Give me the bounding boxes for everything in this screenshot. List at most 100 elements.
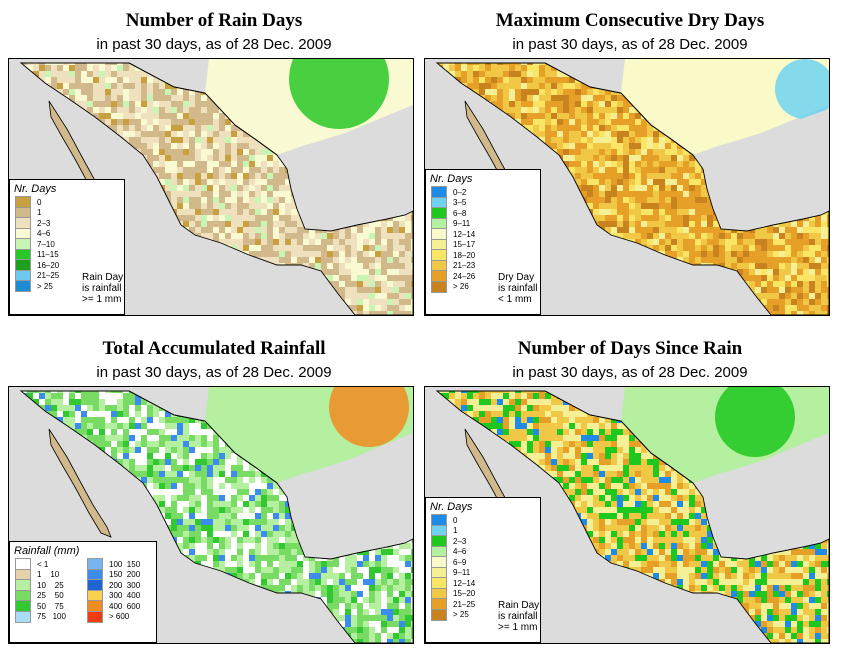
panel-title: Maximum Consecutive Dry Days: [495, 10, 765, 31]
legend-swatch: [87, 610, 103, 623]
legend-label: 10 25: [37, 580, 64, 590]
gulf-of-mexico: [693, 109, 829, 231]
panel-title: Number of Days Since Rain: [517, 338, 743, 359]
legend-item: > 25: [10, 280, 124, 293]
legend-label: 300 400: [109, 591, 141, 601]
legend-label: 400 600: [109, 601, 141, 611]
legend-swatch: [431, 280, 447, 293]
panel-days-since-rain: Number of Days Since Rain in past 30 day…: [424, 328, 836, 648]
legend-note: Dry Day is rainfall < 1 mm: [498, 272, 537, 305]
note-line: Rain Day: [498, 600, 540, 611]
legend-item: 400 600: [82, 600, 154, 613]
region-highlight: [329, 387, 409, 447]
legend-label: 200 300: [109, 580, 141, 590]
gulf-of-mexico: [277, 437, 413, 559]
legend-swatch: [15, 610, 31, 623]
legend-rain-days: Nr. Days 0 1 2–3 4–6 7–10 11–15 16–20 21–25 > 25…: [9, 179, 125, 315]
us-border: [21, 62, 278, 156]
legend-label: 0: [37, 197, 42, 207]
legend-swatch: [431, 608, 447, 621]
legend-label: 1 10: [37, 570, 60, 580]
note-line: < 1 mm: [498, 294, 532, 305]
legend-label: 12–14: [453, 578, 476, 588]
gulf-of-mexico: [693, 437, 829, 559]
legend-label: 0: [453, 515, 458, 525]
legend-title: Nr. Days: [14, 183, 57, 195]
legend-label: 9–11: [453, 219, 471, 229]
legend-label: 15–20: [453, 589, 476, 599]
legend-label: > 600: [109, 612, 130, 622]
panel-title: Total Accumulated Rainfall: [102, 338, 326, 359]
legend-label: > 25: [37, 281, 53, 291]
legend-item: > 600: [82, 610, 154, 623]
legend-label: 9–11: [453, 568, 471, 578]
note-line: is rainfall: [498, 611, 538, 622]
gulf-of-mexico: [277, 109, 413, 231]
legend-label: 21–25: [453, 599, 476, 609]
legend-note: Rain Day is rainfall >= 1 mm: [82, 272, 123, 305]
panel-subtitle: in past 30 days, as of 28 Dec. 2009: [512, 364, 748, 381]
region-highlight: [715, 387, 795, 457]
legend-label: 12–14: [453, 229, 476, 239]
note-line: is rainfall: [82, 283, 122, 294]
legend-label: > 26: [453, 282, 469, 292]
note-line: >= 1 mm: [498, 622, 538, 633]
legend-label: 16–20: [37, 260, 60, 270]
legend-label: 21–25: [37, 271, 60, 281]
panel-subtitle: in past 30 days, as of 28 Dec. 2009: [512, 36, 748, 53]
legend-label: 4–6: [453, 547, 467, 557]
region-highlight: [289, 59, 389, 129]
legend-label: 11–15: [37, 250, 59, 260]
legend-item: > 26: [426, 280, 540, 293]
panel-dry-days: Maximum Consecutive Dry Days in past 30 …: [424, 0, 836, 320]
legend-item: > 25: [426, 608, 540, 621]
legend-label: 18–20: [453, 250, 476, 260]
us-border: [437, 62, 694, 156]
legend-label: 7–10: [37, 239, 55, 249]
legend-label: 2–3: [453, 536, 467, 546]
legend-label: 50 75: [37, 601, 64, 611]
legend-label: 2–3: [37, 218, 51, 228]
legend-title: Rainfall (mm): [14, 545, 80, 557]
legend-label: 0–2: [453, 187, 467, 197]
legend-label: 3–5: [453, 198, 467, 208]
legend-note: Rain Day is rainfall >= 1 mm: [498, 600, 539, 633]
legend-label: 1: [453, 526, 458, 536]
panel-subtitle: in past 30 days, as of 28 Dec. 2009: [96, 36, 332, 53]
legend-label: 6–9: [453, 557, 467, 567]
region-highlight: [775, 59, 829, 119]
panel-total-rainfall: Total Accumulated Rainfall in past 30 da…: [8, 328, 420, 648]
legend-label: 4–6: [37, 229, 51, 239]
us-border: [437, 390, 694, 484]
note-line: is rainfall: [498, 283, 538, 294]
note-line: >= 1 mm: [82, 294, 122, 305]
legend-label: 1: [37, 208, 42, 218]
baja-peninsula: [48, 428, 112, 538]
panel-title: Number of Rain Days: [125, 10, 303, 31]
legend-label: 100 150: [109, 559, 141, 569]
legend-label: 75 100: [37, 612, 66, 622]
legend-item: 1 10: [10, 568, 82, 581]
legend-title: Nr. Days: [430, 501, 473, 513]
legend-label: < 1: [37, 559, 49, 569]
legend-label: 25 50: [37, 591, 64, 601]
legend-label: 6–8: [453, 208, 467, 218]
panel-rain-days: Number of Rain Days in past 30 days, as …: [8, 0, 420, 320]
legend-label: 15–17: [453, 240, 476, 250]
note-line: Rain Day: [82, 272, 124, 283]
legend-item: 0: [10, 196, 124, 209]
legend-title: Nr. Days: [430, 173, 473, 185]
legend-days-since-rain: Nr. Days 0 1 2–3 4–6 6–9 9–11 12–14 15–20 21–25 >…: [425, 497, 541, 643]
legend-label: 21–23: [453, 261, 476, 271]
panel-subtitle: in past 30 days, as of 28 Dec. 2009: [96, 364, 332, 381]
legend-label: > 25: [453, 610, 469, 620]
legend-dry-days: Nr. Days 0–2 3–5 6–8 9–11 12–14 15–17 18–20 21–…: [425, 169, 541, 315]
legend-swatch: [15, 280, 31, 293]
legend-label: 24–26: [453, 271, 476, 281]
us-border: [21, 390, 278, 484]
legend-item: 10 25: [10, 579, 82, 592]
legend-label: 150 200: [109, 570, 141, 580]
legend-item: 75 100: [10, 610, 82, 623]
note-line: Dry Day: [498, 272, 535, 283]
